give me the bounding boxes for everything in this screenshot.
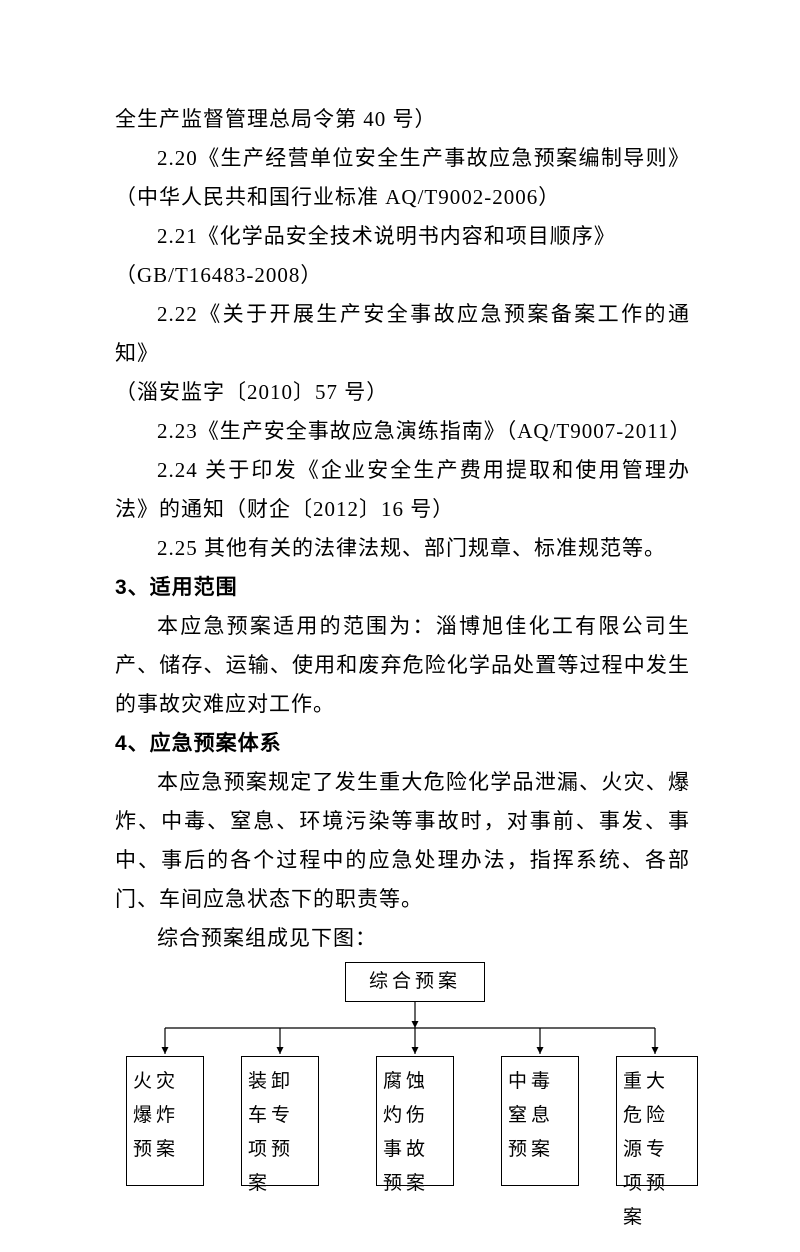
- para-diagram-intro: 综合预案组成见下图：: [115, 919, 690, 958]
- document-page: 全生产监督管理总局令第 40 号） 2.20《生产经营单位安全生产事故应急预案编…: [0, 0, 800, 1252]
- para-2-25: 2.25 其他有关的法律法规、部门规章、标准规范等。: [115, 529, 690, 568]
- para-2-21-code: （GB/T16483-2008）: [115, 256, 690, 295]
- diagram-child-1-label: 火灾爆炸预案: [133, 1071, 179, 1160]
- para-2-22: 2.22《关于开展生产安全事故应急预案备案工作的通知》: [115, 295, 690, 373]
- para-continuation: 全生产监督管理总局令第 40 号）: [115, 100, 690, 139]
- diagram-root-label: 综合预案: [369, 971, 461, 992]
- diagram-child-2-label: 装卸车专项预案: [248, 1071, 294, 1194]
- diagram-child-3: 腐蚀灼伤事故预案: [376, 1056, 454, 1186]
- org-diagram: 综合预案 火灾爆炸预案 装卸车专项预案 腐蚀灼伤事故预案 中毒窒息预案 重大危险…: [125, 962, 685, 1192]
- diagram-child-2: 装卸车专项预案: [241, 1056, 319, 1186]
- heading-3: 3、适用范围: [115, 568, 690, 607]
- para-2-24: 2.24 关于印发《企业安全生产费用提取和使用管理办法》的通知（财企〔2012〕…: [115, 451, 690, 529]
- diagram-child-5-label: 重大危险源专项预案: [623, 1071, 669, 1228]
- diagram-child-5: 重大危险源专项预案: [616, 1056, 698, 1186]
- para-2-21: 2.21《化学品安全技术说明书内容和项目顺序》: [115, 217, 690, 256]
- para-scope: 本应急预案适用的范围为：淄博旭佳化工有限公司生产、储存、运输、使用和废弃危险化学…: [115, 607, 690, 724]
- para-2-23: 2.23《生产安全事故应急演练指南》（AQ/T9007-2011）: [115, 412, 690, 451]
- para-system: 本应急预案规定了发生重大危险化学品泄漏、火灾、爆炸、中毒、窒息、环境污染等事故时…: [115, 763, 690, 919]
- diagram-child-1: 火灾爆炸预案: [126, 1056, 204, 1186]
- para-2-22-code: （淄安监字〔2010〕57 号）: [115, 373, 690, 412]
- para-2-20: 2.20《生产经营单位安全生产事故应急预案编制导则》（中华人民共和国行业标准 A…: [115, 139, 690, 217]
- diagram-child-4-label: 中毒窒息预案: [508, 1071, 554, 1160]
- diagram-child-3-label: 腐蚀灼伤事故预案: [383, 1071, 429, 1194]
- heading-4: 4、应急预案体系: [115, 724, 690, 763]
- diagram-root-box: 综合预案: [345, 962, 485, 1002]
- diagram-child-4: 中毒窒息预案: [501, 1056, 579, 1186]
